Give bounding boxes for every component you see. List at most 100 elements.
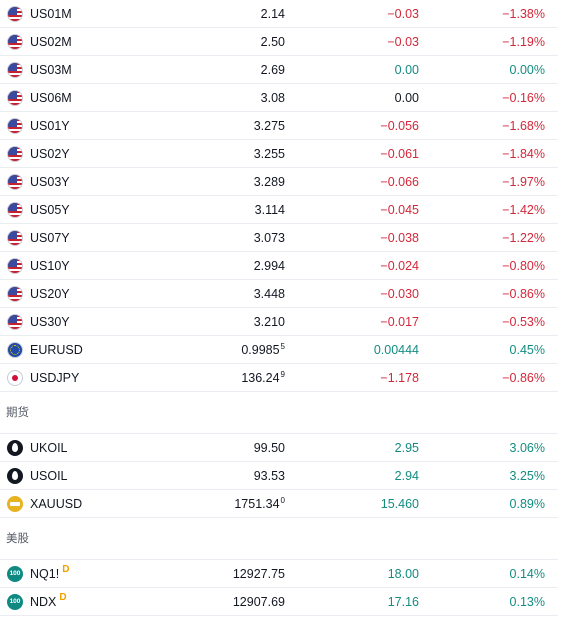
last-price: 0.99855 <box>241 342 285 357</box>
change-value: −0.061 <box>380 147 419 161</box>
change-percent: −0.86% <box>502 371 545 385</box>
change-percent: −1.97% <box>502 175 545 189</box>
last-price: 2.994 <box>253 259 285 273</box>
change-value: 0.00 <box>394 63 419 77</box>
change-percent: −0.53% <box>502 315 545 329</box>
symbol-label[interactable]: NQ1! D <box>30 564 70 581</box>
change-percent: 0.89% <box>509 497 545 511</box>
symbol-label[interactable]: US20Y <box>30 287 70 301</box>
change-value: 15.460 <box>380 497 419 511</box>
symbol-label[interactable]: EURUSD <box>30 343 83 357</box>
watchlist-group-us-stocks: 100 NQ1! D 12927.75 18.00 0.14% 100 NDX D 12907.… <box>0 560 558 616</box>
us-flag-icon <box>7 258 23 274</box>
last-price: 2.50 <box>260 35 285 49</box>
us-flag-icon <box>7 6 23 22</box>
symbol-label[interactable]: US02Y <box>30 147 70 161</box>
us-flag-icon <box>7 146 23 162</box>
section-header-us-stocks: 美股 <box>0 518 558 560</box>
watchlist-row[interactable]: US02Y 3.255 −0.061 −1.84% <box>0 140 558 168</box>
us-flag-icon <box>7 286 23 302</box>
symbol-label[interactable]: US30Y <box>30 315 70 329</box>
last-price: 136.249 <box>241 370 285 385</box>
last-price: 3.289 <box>253 175 285 189</box>
watchlist-group-futures: UKOIL 99.50 2.95 3.06% USOIL 93.53 2.94 3.25% … <box>0 434 558 518</box>
watchlist-row[interactable]: US10Y 2.994 −0.024 −0.80% <box>0 252 558 280</box>
symbol-label[interactable]: US02M <box>30 35 72 49</box>
change-percent: −1.22% <box>502 231 545 245</box>
symbol-label[interactable]: US03Y <box>30 175 70 189</box>
delayed-badge: D <box>59 592 67 603</box>
symbol-label[interactable]: UKOIL <box>30 441 68 455</box>
us-flag-icon <box>7 62 23 78</box>
change-value: −0.045 <box>380 203 419 217</box>
watchlist-row[interactable]: US30Y 3.210 −0.017 −0.53% <box>0 308 558 336</box>
last-price: 93.53 <box>253 469 285 483</box>
change-percent: 0.00% <box>509 63 545 77</box>
watchlist-row[interactable]: USDJPY 136.249 −1.178 −0.86% <box>0 364 558 392</box>
symbol-label[interactable]: USDJPY <box>30 371 80 385</box>
watchlist-row[interactable]: US01Y 3.275 −0.056 −1.68% <box>0 112 558 140</box>
symbol-label[interactable]: USOIL <box>30 469 68 483</box>
change-value: 2.95 <box>394 441 419 455</box>
change-value: 17.16 <box>387 595 419 609</box>
watchlist-row[interactable]: UKOIL 99.50 2.95 3.06% <box>0 434 558 462</box>
symbol-label[interactable]: US05Y <box>30 203 70 217</box>
change-percent: 3.06% <box>509 441 545 455</box>
last-price: 3.255 <box>253 147 285 161</box>
change-percent: −1.68% <box>502 119 545 133</box>
watchlist-row[interactable]: US05Y 3.114 −0.045 −1.42% <box>0 196 558 224</box>
change-percent: 3.25% <box>509 469 545 483</box>
watchlist-row[interactable]: 100 NDX D 12907.69 17.16 0.13% <box>0 588 558 616</box>
watchlist-row[interactable]: US03Y 3.289 −0.066 −1.97% <box>0 168 558 196</box>
change-percent: −1.19% <box>502 35 545 49</box>
delayed-badge: D <box>62 564 70 575</box>
change-value: −0.038 <box>380 231 419 245</box>
change-percent: −0.16% <box>502 91 545 105</box>
eu-us-flag-icon <box>7 342 23 358</box>
last-price: 2.69 <box>260 63 285 77</box>
symbol-label[interactable]: US07Y <box>30 231 70 245</box>
change-percent: −1.42% <box>502 203 545 217</box>
nasdaq-100-icon: 100 <box>7 566 23 582</box>
change-value: −0.030 <box>380 287 419 301</box>
watchlist-row[interactable]: 100 NQ1! D 12927.75 18.00 0.14% <box>0 560 558 588</box>
watchlist-row[interactable]: US03M 2.69 0.00 0.00% <box>0 56 558 84</box>
watchlist-row[interactable]: USOIL 93.53 2.94 3.25% <box>0 462 558 490</box>
symbol-label[interactable]: US01M <box>30 7 72 21</box>
last-price: 3.114 <box>254 203 285 217</box>
watchlist-row[interactable]: XAUUSD 1751.340 15.460 0.89% <box>0 490 558 518</box>
change-value: −0.056 <box>380 119 419 133</box>
oil-drop-icon <box>7 468 23 484</box>
change-value: −0.03 <box>387 7 419 21</box>
us-jp-flag-icon <box>7 370 23 386</box>
change-value: −0.03 <box>387 35 419 49</box>
change-value: 0.00 <box>394 91 419 105</box>
last-price: 12927.75 <box>232 567 285 581</box>
change-value: −0.017 <box>380 315 419 329</box>
last-price: 2.14 <box>260 7 285 21</box>
watchlist-row[interactable]: US06M 3.08 0.00 −0.16% <box>0 84 558 112</box>
watchlist-row[interactable]: EURUSD 0.99855 0.00444 0.45% <box>0 336 558 364</box>
watchlist-row[interactable]: US01M 2.14 −0.03 −1.38% <box>0 0 558 28</box>
last-price: 99.50 <box>253 441 285 455</box>
price-fraction-digit: 0 <box>280 496 285 505</box>
change-percent: 0.45% <box>509 343 545 357</box>
symbol-label[interactable]: US10Y <box>30 259 70 273</box>
oil-drop-icon <box>7 440 23 456</box>
symbol-label[interactable]: US03M <box>30 63 72 77</box>
change-percent: −1.38% <box>502 7 545 21</box>
last-price: 3.275 <box>253 119 285 133</box>
symbol-label[interactable]: XAUUSD <box>30 497 83 511</box>
symbol-label[interactable]: US06M <box>30 91 72 105</box>
watchlist-row[interactable]: US07Y 3.073 −0.038 −1.22% <box>0 224 558 252</box>
symbol-label[interactable]: US01Y <box>30 119 70 133</box>
price-fraction-digit: 5 <box>280 342 285 351</box>
symbol-label[interactable]: NDX D <box>30 592 67 609</box>
last-price: 3.210 <box>253 315 285 329</box>
gold-bar-icon <box>7 496 23 512</box>
last-price: 3.08 <box>260 91 285 105</box>
change-percent: 0.14% <box>509 567 545 581</box>
watchlist-row[interactable]: US20Y 3.448 −0.030 −0.86% <box>0 280 558 308</box>
watchlist-row[interactable]: US02M 2.50 −0.03 −1.19% <box>0 28 558 56</box>
